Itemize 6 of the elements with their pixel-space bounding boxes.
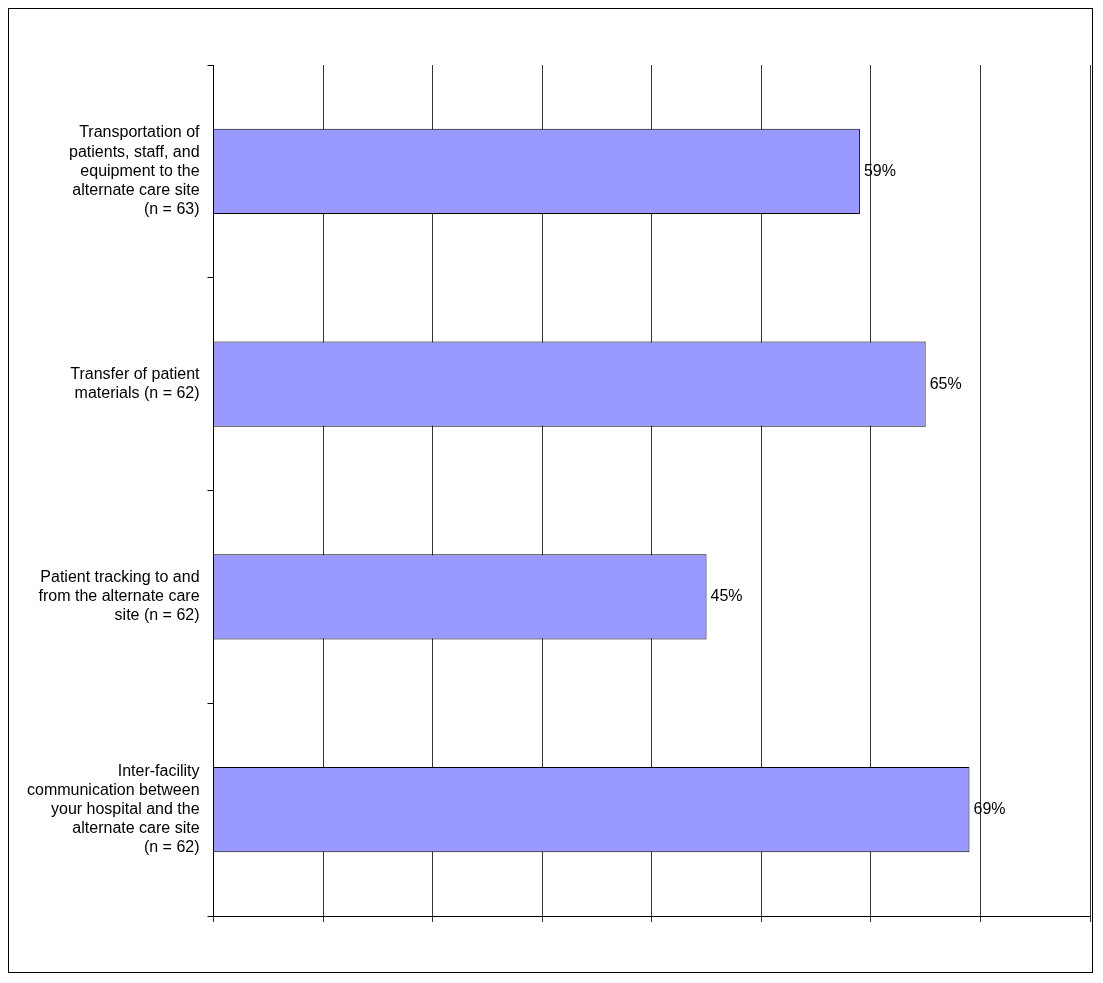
y-tick-label: Patient tracking to and from the alternate care site (n = 62) xyxy=(38,568,200,624)
y-tick-label: Transportation of patients, staff, and equipment to the alternate care site (n = 63) xyxy=(69,123,201,218)
data-label: 65% xyxy=(929,374,962,392)
y-tick-label: Transfer of patient materials (n = 62) xyxy=(70,364,201,402)
y-tick-label: Inter-facility communication between your hospital and the alternate care site (n = 62) xyxy=(26,761,200,856)
data-label: 45% xyxy=(710,587,743,605)
